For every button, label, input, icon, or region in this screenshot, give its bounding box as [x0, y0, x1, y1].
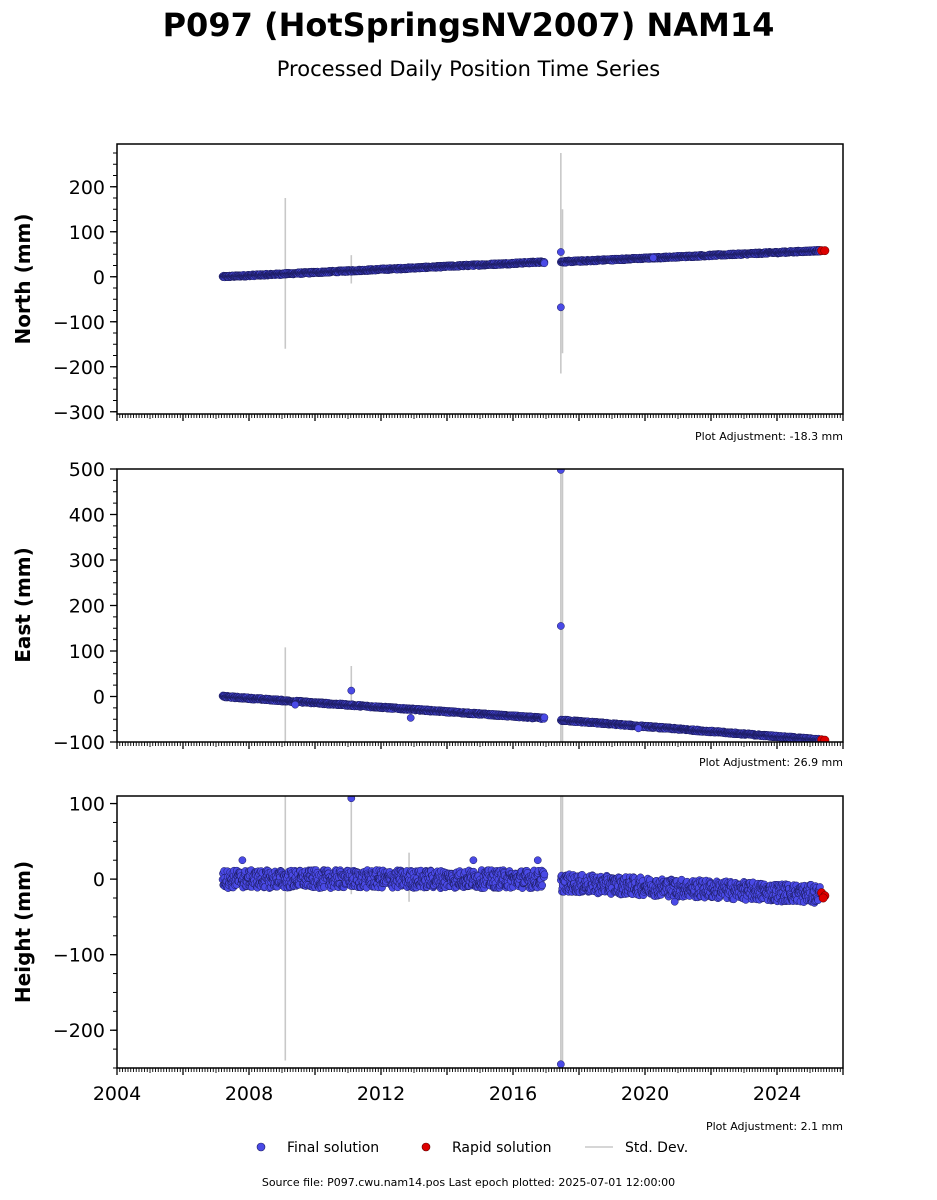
final-outlier-point	[540, 259, 549, 268]
rapid-point	[820, 735, 830, 742]
final-outlier-point	[291, 700, 300, 709]
plot-area	[218, 153, 830, 374]
panel-1: −100 0 100 200 300 400 500 East (mm) Plot Adjust…	[11, 459, 844, 769]
legend: Final solution Rapid solution Std. Dev.	[256, 1140, 688, 1156]
panel-0: −300 −200 −100 0 100 200 North (mm) Plot Adjust…	[11, 143, 844, 443]
y-tick-label: 100	[69, 222, 105, 244]
y-tick-label: −300	[53, 402, 105, 424]
final-point	[540, 870, 549, 879]
y-tick-label: 400	[69, 505, 105, 527]
plot-area	[218, 796, 830, 1068]
final-point	[538, 881, 547, 890]
final-outlier-point	[406, 714, 415, 722]
y-tick-label: −100	[53, 732, 105, 754]
final-outlier-point	[347, 686, 356, 695]
legend-final-label: Final solution	[287, 1140, 379, 1156]
y-tick-label: 0	[93, 687, 105, 709]
y-tick-label: 100	[69, 641, 105, 663]
y-tick-label: 500	[69, 459, 105, 481]
y-axis-label: North (mm)	[11, 213, 35, 344]
final-outlier-point	[557, 469, 565, 474]
y-tick-label: 200	[69, 177, 105, 199]
y-tick-label: −100	[53, 312, 105, 334]
final-point	[540, 713, 549, 722]
legend-rapid-label: Rapid solution	[452, 1140, 552, 1156]
final-outlier-point	[557, 622, 565, 630]
y-tick-label: 300	[69, 550, 105, 572]
rapid-point	[820, 246, 830, 256]
plot-adjustment: Plot Adjustment: -18.3 mm	[695, 430, 843, 443]
legend-final-marker	[256, 1142, 266, 1152]
y-tick-label: 0	[93, 267, 105, 289]
plot-adjustment: Plot Adjustment: 26.9 mm	[699, 756, 843, 769]
plot-area	[218, 469, 830, 742]
y-tick-label: −200	[53, 357, 105, 379]
y-axis-label: East (mm)	[11, 547, 35, 663]
page-title: P097 (HotSpringsNV2007) NAM14	[162, 6, 775, 44]
page-subtitle: Processed Daily Position Time Series	[276, 57, 661, 81]
final-outlier-point	[649, 254, 658, 262]
final-outlier-point	[634, 724, 643, 733]
y-tick-label: 200	[69, 596, 105, 618]
legend-stddev-label: Std. Dev.	[625, 1140, 688, 1156]
final-outlier-point	[557, 248, 565, 256]
final-outlier-point	[557, 303, 565, 312]
legend-rapid-marker	[421, 1142, 431, 1152]
